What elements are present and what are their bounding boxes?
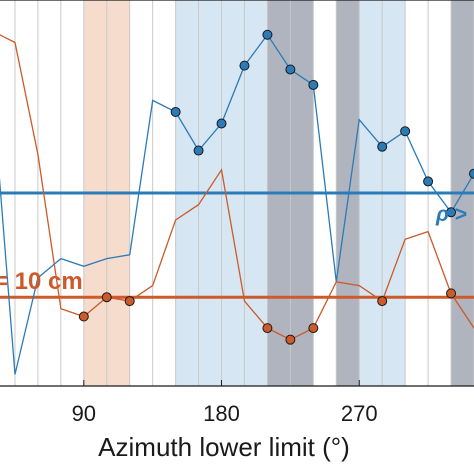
threshold-labels: ρ > = 10 cm — [0, 203, 467, 295]
series-0-point-240 — [308, 79, 319, 90]
series-0-point-285 — [377, 141, 388, 152]
axes: 90 180 270 — [0, 0, 474, 426]
series-1-point-285 — [377, 296, 388, 307]
series-1-point-330 — [446, 288, 457, 299]
series-line-0 — [0, 33, 474, 375]
series-0-point-150 — [170, 106, 181, 117]
series-lines — [0, 33, 474, 375]
series-1-point-210 — [262, 323, 273, 334]
series-0-point-210 — [262, 29, 273, 40]
series-0-point-180 — [216, 118, 227, 129]
x-tick-label-270: 270 — [341, 401, 378, 426]
threshold-lines — [0, 191, 474, 299]
series-1-point-105 — [101, 292, 112, 303]
series-0-point-195 — [239, 60, 250, 71]
series-0-point-345 — [469, 168, 474, 179]
threshold-label-orange: = 10 cm — [0, 268, 83, 295]
x-axis-label: Azimuth lower limit (°) — [98, 432, 350, 462]
series-markers — [78, 29, 474, 345]
series-0-point-300 — [400, 126, 411, 137]
x-tick-label-180: 180 — [203, 401, 240, 426]
series-1-point-240 — [308, 323, 319, 334]
series-1-point-225 — [285, 334, 296, 345]
series-0-point-330 — [446, 207, 457, 218]
threshold-label-blue: ρ > — [435, 203, 467, 226]
x-tick-label-90: 90 — [72, 401, 96, 426]
series-line-1 — [0, 34, 474, 341]
series-0-point-315 — [423, 176, 434, 187]
series-1-point-120 — [124, 296, 135, 307]
series-1-point-90 — [78, 311, 89, 322]
series-0-point-225 — [285, 64, 296, 75]
series-0-point-165 — [193, 145, 204, 156]
